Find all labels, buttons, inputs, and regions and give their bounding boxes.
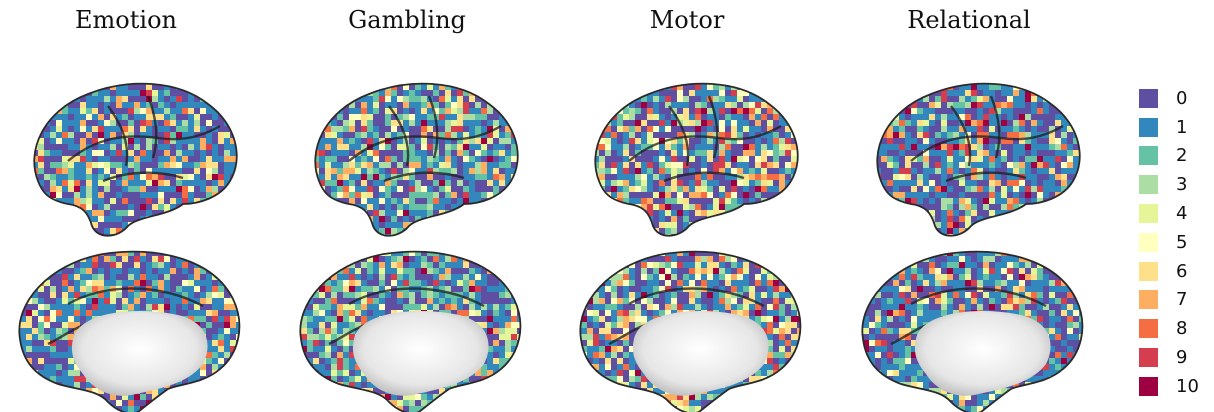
brain-lateral-emotion <box>33 82 238 237</box>
legend-item: 5 <box>1139 228 1199 257</box>
legend-item: 8 <box>1139 314 1199 343</box>
legend-label: 9 <box>1176 347 1188 369</box>
legend-label: 5 <box>1176 231 1188 253</box>
brain-medial-emotion <box>18 250 241 412</box>
legend-swatch <box>1139 117 1158 137</box>
color-legend: 0 1 2 3 4 5 6 7 8 9 10 <box>1139 84 1199 401</box>
legend-label: 4 <box>1176 203 1188 225</box>
legend-swatch <box>1139 290 1158 310</box>
legend-item: 1 <box>1139 113 1199 142</box>
legend-label: 0 <box>1176 87 1188 109</box>
legend-item: 10 <box>1139 372 1199 401</box>
legend-swatch <box>1139 175 1158 195</box>
legend-swatch <box>1139 376 1158 396</box>
legend-swatch <box>1139 348 1158 368</box>
brain-lateral-motor <box>594 82 799 237</box>
legend-label: 10 <box>1176 375 1199 397</box>
brain-medial-relational <box>861 250 1084 412</box>
legend-label: 1 <box>1176 116 1188 138</box>
legend-label: 7 <box>1176 289 1188 311</box>
legend-item: 7 <box>1139 286 1199 315</box>
panel-title-gambling: Gambling <box>348 6 466 34</box>
brain-lateral-relational <box>876 82 1081 237</box>
panel-title-emotion: Emotion <box>75 6 177 34</box>
legend-label: 6 <box>1176 260 1188 282</box>
legend-label: 2 <box>1176 145 1188 167</box>
legend-item: 9 <box>1139 343 1199 372</box>
legend-item: 6 <box>1139 257 1199 286</box>
legend-label: 3 <box>1176 174 1188 196</box>
brain-medial-gambling <box>299 250 522 412</box>
brain-medial-motor <box>579 250 802 412</box>
legend-swatch <box>1139 146 1158 166</box>
legend-label: 8 <box>1176 318 1188 340</box>
legend-item: 4 <box>1139 199 1199 228</box>
panel-title-motor: Motor <box>649 6 725 34</box>
legend-swatch <box>1139 261 1158 281</box>
legend-item: 3 <box>1139 170 1199 199</box>
legend-swatch <box>1139 88 1158 108</box>
legend-item: 0 <box>1139 84 1199 113</box>
legend-swatch <box>1139 204 1158 224</box>
brain-lateral-gambling <box>314 82 519 237</box>
panel-title-relational: Relational <box>907 6 1031 34</box>
legend-swatch <box>1139 232 1158 252</box>
legend-item: 2 <box>1139 142 1199 171</box>
legend-swatch <box>1139 319 1158 339</box>
